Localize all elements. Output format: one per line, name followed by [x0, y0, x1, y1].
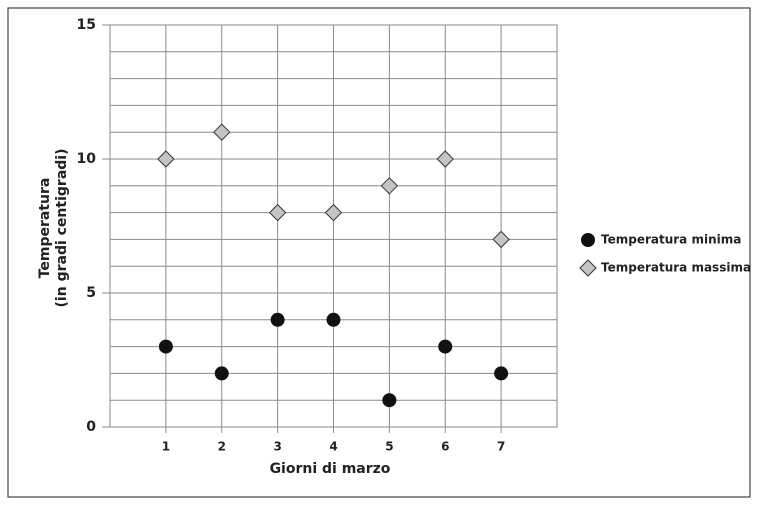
x-tick-label: 6: [441, 440, 449, 454]
point: [494, 366, 509, 381]
point: [438, 339, 453, 354]
y-tick-label: 0: [86, 419, 96, 435]
point: [436, 150, 454, 168]
y-tick-label: 5: [86, 285, 96, 301]
point: [268, 203, 287, 222]
point: [214, 366, 229, 381]
point: [213, 123, 231, 141]
legend-marker: [579, 259, 597, 277]
y-tick-label: 10: [77, 151, 97, 167]
y-axis-label-line: Temperatura: [37, 178, 53, 279]
point: [326, 312, 341, 327]
x-tick-label: 3: [273, 440, 281, 454]
point: [382, 393, 397, 408]
frame: [7, 7, 751, 498]
point: [380, 177, 399, 195]
legend-label: Temperatura minima: [601, 233, 741, 247]
x-axis-label: Giorni di marzo: [270, 461, 391, 477]
point: [324, 203, 343, 222]
x-tick-label: 5: [385, 440, 393, 454]
x-tick-label: 2: [218, 440, 226, 454]
legend-marker: [581, 233, 595, 247]
y-tick-label: 15: [77, 17, 96, 33]
legend-label: Temperatura massima: [601, 261, 751, 275]
point: [270, 312, 285, 327]
y-axis-label-line: (in gradi centigradi): [54, 149, 70, 308]
y-axis-label: Temperatura (in gradi centigradi): [37, 149, 70, 308]
x-tick-label: 7: [497, 440, 505, 454]
point: [157, 150, 175, 168]
x-tick-label: 4: [329, 440, 337, 454]
point: [492, 230, 510, 249]
point: [158, 339, 173, 354]
x-tick-label: 1: [162, 440, 170, 454]
